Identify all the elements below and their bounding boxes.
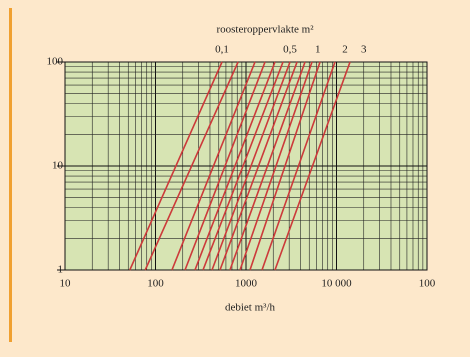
side-bar [9,8,12,342]
data-line [194,61,276,271]
x-tick-label: 100 [147,278,164,290]
y-tick-label: 100 [47,56,64,68]
annotation: 3 [361,44,367,56]
x-tick-label: 10 [60,278,72,290]
x-tick-label: 100 [419,278,436,290]
x-tick-label: 1000 [235,278,258,290]
data-line [202,61,284,271]
chart-title: roosteroppervlakte m² [216,24,314,36]
data-line [184,61,266,271]
annotation: 0,1 [215,44,229,56]
data-line [144,61,239,271]
annotation: 0,5 [283,44,297,56]
data-line [219,61,298,271]
data-line [274,61,351,271]
data-line [239,61,313,271]
x-axis-label: debiet m³/h [225,302,276,314]
data-line [249,61,321,271]
data-line [261,61,336,271]
x-tick-label: 10 000 [321,278,352,290]
data-line [171,61,256,271]
annotation: 2 [342,44,348,56]
data-line [229,61,306,271]
data-line [211,61,291,271]
data-line [129,61,223,271]
annotation: 1 [315,44,321,56]
